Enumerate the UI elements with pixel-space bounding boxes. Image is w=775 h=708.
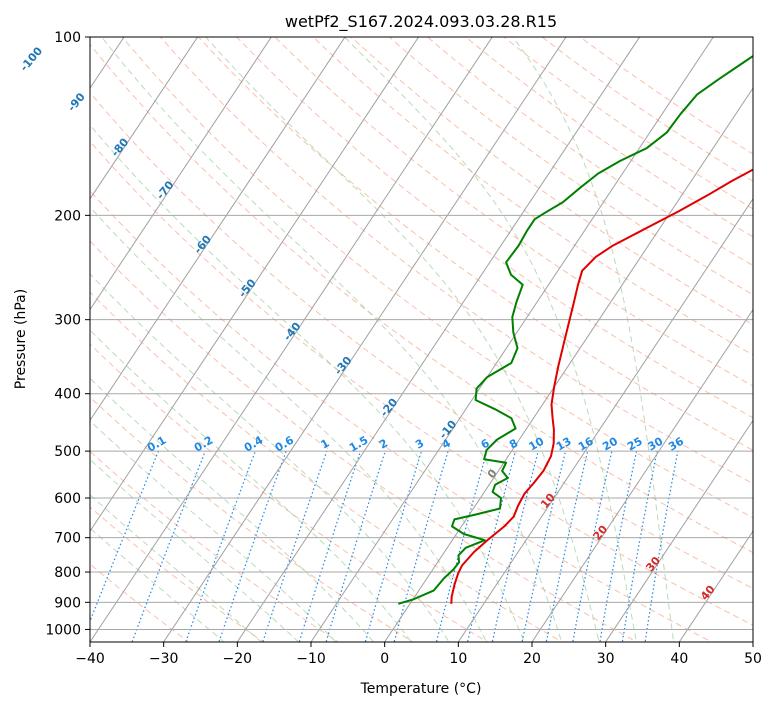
dry-adiabat bbox=[579, 37, 753, 155]
dry-adiabat bbox=[541, 37, 753, 182]
profile-lines bbox=[398, 54, 753, 605]
y-tick-label: 500 bbox=[54, 444, 81, 460]
dry-adiabat-label: -90 bbox=[65, 90, 88, 114]
y-tick-label: 300 bbox=[54, 313, 81, 329]
dry-adiabat bbox=[90, 291, 564, 642]
x-tick-label: −20 bbox=[223, 651, 253, 667]
y-tick-label: 100 bbox=[54, 30, 81, 46]
y-tick-label: 400 bbox=[54, 387, 81, 403]
x-tick-label: 0 bbox=[380, 651, 389, 667]
moist-adiabat bbox=[90, 124, 525, 642]
moist-adiabat bbox=[90, 458, 300, 642]
mixing-ratio-line bbox=[545, 450, 589, 642]
background-lines bbox=[0, 24, 753, 649]
x-tick-label: 30 bbox=[597, 651, 615, 667]
mixing-ratio-line bbox=[435, 450, 488, 642]
profile-line bbox=[398, 54, 753, 605]
dry-adiabat bbox=[159, 37, 753, 485]
chart-title: wetPf2_S167.2024.093.03.28.R15 bbox=[285, 12, 557, 32]
mixing-ratio-line bbox=[364, 450, 423, 642]
x-tick-label: −10 bbox=[296, 651, 326, 667]
axes: −40 −30 −20 −10 0 10 20 30 40 50 100 200 300 400 500 60… bbox=[45, 30, 762, 667]
mixing-ratio-line bbox=[572, 450, 613, 642]
isotherm bbox=[678, 530, 753, 642]
isotherm bbox=[90, 37, 272, 311]
mixing-ratio-line bbox=[599, 450, 638, 642]
dry-adiabat bbox=[121, 37, 753, 519]
x-tick-label: 40 bbox=[670, 651, 688, 667]
isotherm bbox=[236, 37, 641, 642]
x-tick-label: 50 bbox=[744, 651, 762, 667]
dry-adiabat bbox=[426, 37, 753, 267]
isotherm bbox=[162, 37, 567, 642]
dry-adiabat bbox=[90, 91, 753, 589]
mixing-ratio-line bbox=[218, 450, 287, 642]
isotherm bbox=[0, 24, 59, 649]
moist-adiabat bbox=[101, 37, 563, 642]
mixing-ratio-line bbox=[393, 450, 449, 642]
dry-adiabat bbox=[503, 37, 753, 210]
moist-adiabat bbox=[90, 527, 225, 642]
isotherm bbox=[531, 308, 753, 642]
dry-adiabat bbox=[90, 140, 753, 626]
mixing-ratio-line bbox=[325, 450, 386, 642]
mixing-ratio-line bbox=[262, 450, 328, 642]
isotherm bbox=[90, 37, 493, 642]
mixing-ratio-line bbox=[491, 450, 539, 642]
y-tick-label: 800 bbox=[54, 565, 81, 581]
moist-adiabat bbox=[90, 206, 488, 642]
y-tick-label: 200 bbox=[54, 208, 81, 224]
isotherm bbox=[383, 87, 753, 642]
dry-adiabat bbox=[90, 43, 753, 554]
x-tick-label: −30 bbox=[149, 651, 179, 667]
moist-adiabat bbox=[90, 494, 262, 642]
y-tick-label: 1000 bbox=[45, 622, 81, 638]
plot-frame bbox=[89, 36, 754, 643]
y-tick-label: 600 bbox=[54, 491, 81, 507]
isotherm bbox=[90, 37, 346, 422]
isotherm bbox=[90, 37, 420, 533]
isotherm bbox=[90, 37, 199, 200]
isotherm bbox=[604, 419, 753, 642]
mixing-ratio-line bbox=[621, 450, 658, 642]
mixing-ratio-line bbox=[466, 450, 517, 642]
y-axis-title: Pressure (hPa) bbox=[13, 289, 29, 389]
mixing-ratio-line bbox=[298, 450, 362, 642]
moist-adiabat bbox=[512, 37, 675, 642]
profile-line bbox=[450, 168, 753, 604]
moist-adiabat bbox=[90, 377, 375, 642]
mixing-ratio-line bbox=[90, 450, 160, 623]
dry-adiabat bbox=[236, 37, 753, 419]
moist-adiabat bbox=[90, 329, 412, 642]
moist-adiabat bbox=[90, 420, 337, 642]
dry-adiabat bbox=[197, 37, 753, 451]
isotherm bbox=[457, 197, 753, 642]
dry-adiabat bbox=[90, 343, 489, 642]
x-tick-label: 10 bbox=[449, 651, 467, 667]
y-tick-label: 700 bbox=[54, 531, 81, 547]
moist-adiabat bbox=[344, 37, 637, 642]
moist-adiabat bbox=[90, 273, 450, 642]
dry-adiabat bbox=[464, 37, 753, 238]
dry-adiabat bbox=[90, 506, 265, 642]
mixing-ratio-line bbox=[644, 450, 679, 642]
dry-adiabat bbox=[90, 190, 713, 642]
x-tick-label: −40 bbox=[75, 651, 105, 667]
dry-adiabat-label: -100 bbox=[18, 44, 46, 74]
y-tick-label: 900 bbox=[54, 595, 81, 611]
x-axis-title: Temperature (°C) bbox=[360, 681, 482, 697]
x-tick-label: 20 bbox=[523, 651, 541, 667]
